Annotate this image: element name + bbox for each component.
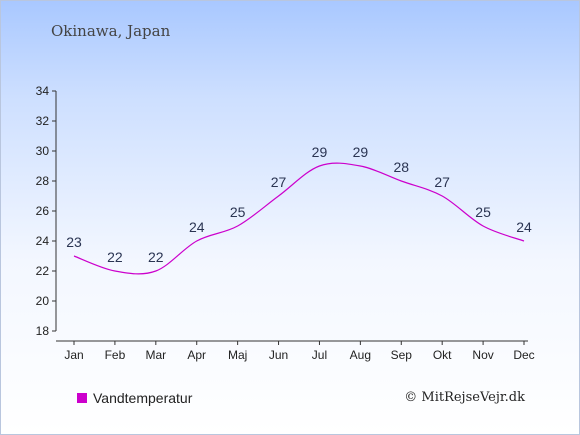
data-label: 28 [393, 159, 409, 175]
x-tick-label: Nov [472, 348, 493, 362]
y-tick-label: 34 [36, 84, 50, 98]
y-tick-label: 32 [36, 114, 50, 128]
data-label: 25 [230, 204, 246, 220]
legend: Vandtemperatur [77, 390, 192, 406]
y-tick-label: 26 [36, 204, 50, 218]
x-tick-label: Jun [269, 348, 288, 362]
x-tick-label: Aug [350, 348, 371, 362]
legend-swatch [77, 393, 87, 403]
x-tick-label: Feb [105, 348, 126, 362]
series-line-vandtemperatur [73, 162, 525, 275]
data-label: 24 [189, 219, 205, 235]
legend-label: Vandtemperatur [93, 390, 193, 406]
x-tick-label: Jan [64, 348, 83, 362]
x-tick-label: Jul [312, 348, 327, 362]
data-label: 24 [516, 219, 532, 235]
data-label: 23 [66, 234, 82, 250]
location-title: Okinawa, Japan [51, 22, 171, 40]
y-tick-label: 30 [36, 144, 50, 158]
data-label: 27 [271, 174, 287, 190]
x-tick-label: Mar [145, 348, 166, 362]
data-label: 22 [107, 249, 123, 265]
data-label: 29 [312, 144, 328, 160]
y-tick-label: 22 [36, 264, 50, 278]
x-tick-label: Sep [391, 348, 413, 362]
x-tick-label: Maj [228, 348, 247, 362]
data-label: 29 [353, 144, 369, 160]
data-label: 25 [475, 204, 491, 220]
x-tick-label: Okt [433, 348, 452, 362]
y-tick-label: 24 [36, 234, 50, 248]
x-tick-label: Apr [187, 348, 206, 362]
y-tick-label: 20 [36, 294, 50, 308]
y-tick-label: 28 [36, 174, 50, 188]
x-tick-label: Dec [513, 348, 534, 362]
y-tick-label: 18 [36, 324, 50, 338]
data-label: 27 [434, 174, 450, 190]
data-label: 22 [148, 249, 164, 265]
copyright-text: © MitRejseVejr.dk [404, 390, 525, 405]
